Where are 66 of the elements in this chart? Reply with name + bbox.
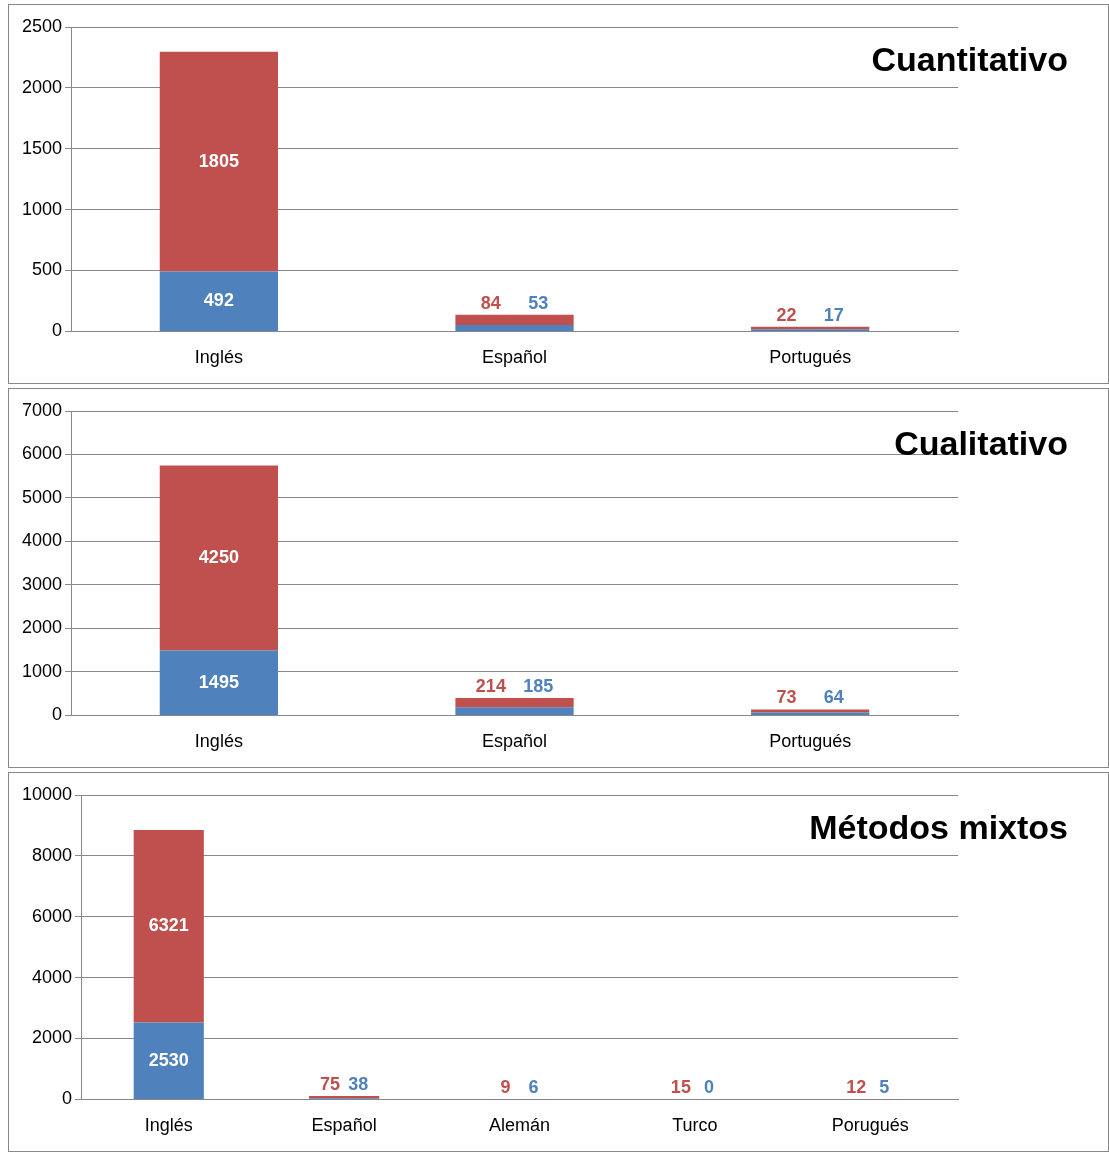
chart-title: Métodos mixtos (809, 808, 1068, 847)
bar (159, 271, 278, 331)
data-label: 5 (879, 1076, 890, 1097)
y-tick-label: 1000 (22, 660, 63, 681)
data-label: 38 (348, 1073, 369, 1094)
y-tick-label: 8000 (32, 844, 73, 865)
data-label: 492 (203, 290, 234, 311)
x-tick-label: Inglés (194, 347, 243, 368)
data-label: 9 (500, 1076, 511, 1097)
y-tick-label: 4000 (22, 530, 63, 551)
data-label: 6 (528, 1076, 539, 1097)
bar (455, 314, 574, 325)
y-tick-label: 1000 (22, 198, 63, 219)
bar (133, 829, 204, 1023)
y-tick-label: 3000 (22, 573, 63, 594)
x-tick-label: Inglés (144, 1115, 193, 1136)
x-tick-label: Porugués (831, 1115, 909, 1136)
data-label: 2530 (148, 1049, 189, 1070)
data-label: 53 (528, 292, 549, 313)
data-label: 17 (823, 304, 844, 325)
data-label: 75 (320, 1073, 341, 1094)
bar (159, 650, 278, 715)
data-label: 214 (475, 676, 506, 697)
data-label: 185 (523, 676, 554, 697)
data-label: 64 (823, 687, 844, 708)
bar (133, 1022, 204, 1099)
x-tick-label: Español (311, 1115, 377, 1136)
data-label: 15 (670, 1076, 691, 1097)
data-label: 1805 (198, 150, 239, 171)
data-label: 22 (776, 304, 797, 325)
x-tick-label: Inglés (194, 731, 243, 752)
bar (455, 707, 574, 715)
bar (455, 698, 574, 708)
data-label: 6321 (148, 915, 189, 936)
y-tick-label: 1500 (22, 137, 63, 158)
y-tick-label: 2000 (32, 1027, 73, 1048)
y-tick-label: 2000 (22, 76, 63, 97)
y-tick-label: 5000 (22, 486, 63, 507)
y-tick-label: 0 (52, 320, 63, 341)
chart-title: Cualitativo (894, 424, 1068, 463)
bar (159, 51, 278, 272)
y-tick-label: 0 (52, 704, 63, 725)
x-tick-label: Español (481, 347, 548, 368)
y-tick-label: 500 (32, 259, 63, 280)
bar (455, 324, 574, 331)
chart-title: Cuantitativo (871, 40, 1068, 79)
y-tick-label: 6000 (22, 443, 63, 464)
x-tick-label: Alemán (489, 1115, 551, 1136)
y-tick-label: 2000 (22, 617, 63, 638)
data-label: 12 (846, 1076, 867, 1097)
data-label: 73 (776, 687, 797, 708)
y-tick-label: 0 (62, 1088, 73, 1109)
y-tick-label: 2500 (22, 15, 63, 36)
x-tick-label: Español (481, 731, 548, 752)
y-tick-label: 4000 (32, 966, 73, 987)
y-tick-label: 10000 (21, 783, 73, 804)
y-tick-label: 7000 (22, 399, 63, 420)
data-label: 84 (480, 292, 501, 313)
data-label: 0 (703, 1076, 714, 1097)
x-tick-label: Turco (672, 1115, 718, 1136)
bar (159, 465, 278, 651)
y-tick-label: 6000 (32, 905, 73, 926)
x-tick-label: Portugués (769, 347, 852, 368)
data-label: 1495 (198, 671, 239, 692)
data-label: 4250 (198, 546, 239, 567)
x-tick-label: Portugués (769, 731, 852, 752)
